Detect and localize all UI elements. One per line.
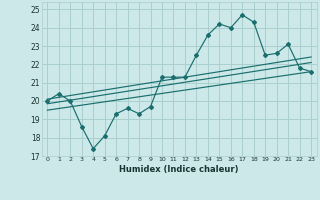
X-axis label: Humidex (Indice chaleur): Humidex (Indice chaleur) (119, 165, 239, 174)
